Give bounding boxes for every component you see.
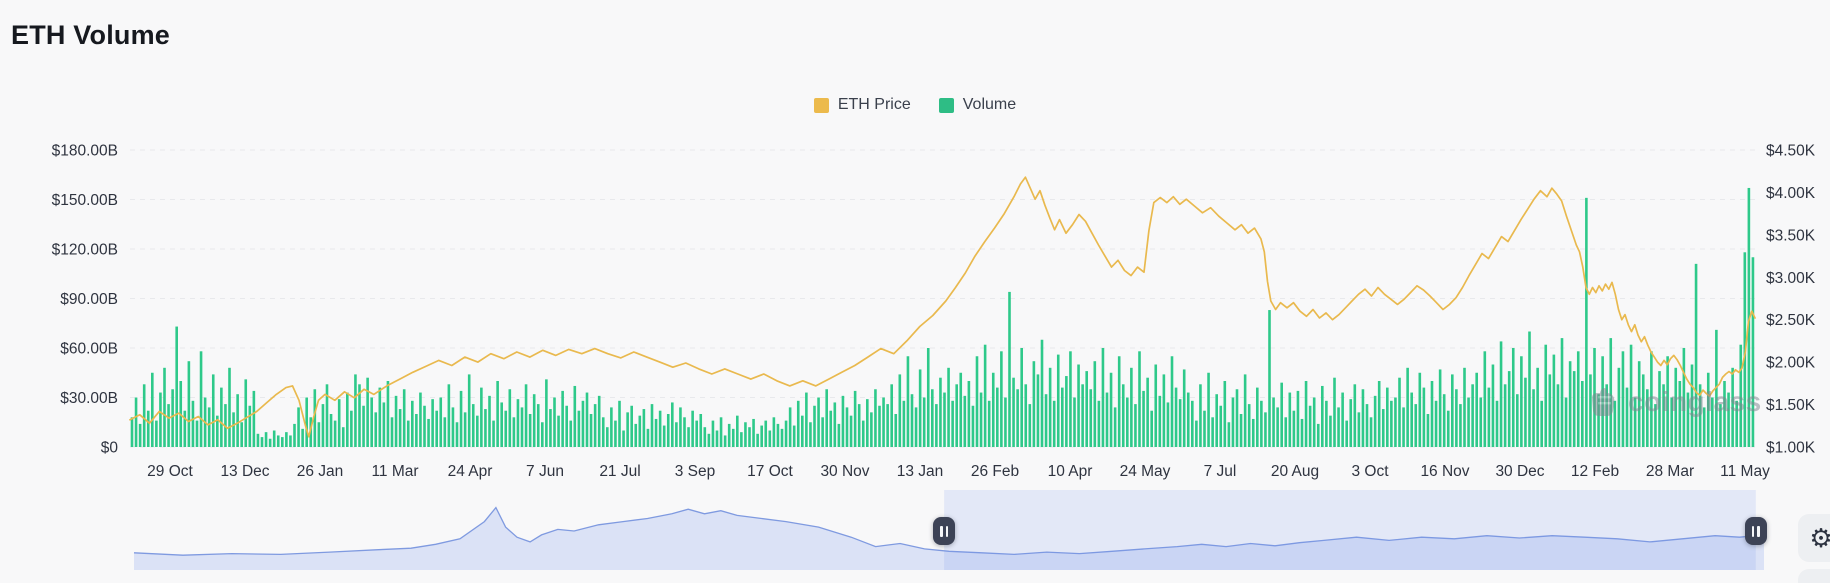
x-axis-tick: 24 Apr (448, 463, 493, 480)
x-axis-tick: 30 Nov (820, 463, 869, 480)
pause-icon (940, 525, 943, 537)
pause-icon (1757, 525, 1760, 537)
left-axis-tick: $60.00B (60, 341, 118, 358)
eth-price-line (129, 176, 1756, 438)
settings-button[interactable]: ⚙ (1798, 514, 1830, 562)
x-axis-tick: 11 Mar (371, 463, 418, 480)
left-axis-tick: $120.00B (52, 242, 118, 259)
chart-legend: ETH Price Volume (0, 96, 1830, 114)
navigator-left-handle[interactable] (933, 517, 956, 545)
navigator-right-handle[interactable] (1744, 517, 1767, 545)
right-axis-tick: $4.50K (1766, 143, 1816, 160)
right-axis-tick: $1.50K (1766, 397, 1816, 414)
x-axis-tick: 3 Oct (1351, 463, 1389, 480)
pause-icon (945, 525, 949, 537)
volume-swatch-icon (938, 97, 954, 113)
x-axis-tick: 12 Feb (1571, 463, 1619, 480)
x-axis-tick: 13 Jan (897, 463, 944, 480)
legend-item-eth-price[interactable]: ETH Price (813, 96, 911, 114)
x-axis-tick: 26 Feb (971, 463, 1019, 480)
x-axis-tick: 11 May (1720, 463, 1770, 480)
right-axis-tick: $2.00K (1766, 355, 1816, 372)
x-axis-tick: 26 Jan (297, 463, 344, 480)
left-axis-tick: $0 (101, 440, 119, 457)
right-axis-tick: $2.50K (1766, 312, 1816, 329)
right-axis-tick: $1.00K (1766, 440, 1816, 457)
x-axis-tick: 30 Dec (1495, 463, 1544, 480)
gear-icon: ⚙ (1809, 522, 1830, 553)
right-axis-tick: $4.00K (1766, 185, 1816, 202)
x-axis-tick: 24 May (1120, 463, 1171, 480)
x-axis-tick: 20 Aug (1271, 463, 1319, 480)
left-axis-tick: $90.00B (60, 291, 118, 308)
legend-label-eth-price: ETH Price (837, 96, 911, 113)
x-axis-tick: 7 Jun (526, 463, 564, 480)
x-axis-tick: 21 Jul (599, 463, 640, 480)
x-axis-tick: 17 Oct (747, 463, 793, 480)
navigator-selection[interactable] (944, 490, 1756, 570)
right-axis-tick: $3.50K (1766, 227, 1816, 244)
pause-icon (1751, 525, 1755, 537)
x-axis-tick: 29 Oct (147, 463, 193, 480)
right-axis-tick: $3.00K (1766, 270, 1816, 287)
navigator-area (134, 507, 1764, 570)
page-title: ETH Volume (11, 20, 171, 50)
left-axis-tick: $30.00B (60, 390, 118, 407)
gridlines (130, 149, 1755, 448)
legend-label-volume: Volume (962, 96, 1017, 113)
x-axis-tick: 16 Nov (1420, 463, 1469, 480)
volume-bars (130, 187, 1755, 447)
x-axis-tick: 28 Mar (1646, 463, 1694, 480)
x-axis-tick: 7 Jul (1204, 463, 1237, 480)
eth-price-swatch-icon (813, 97, 829, 113)
left-axis-tick: $150.00B (52, 192, 118, 209)
x-axis-tick: 10 Apr (1048, 463, 1093, 480)
legend-item-volume[interactable]: Volume (938, 96, 1017, 114)
x-axis-tick: 3 Sep (675, 463, 716, 480)
secondary-button-partial[interactable] (1798, 569, 1830, 583)
navigator-line (133, 506, 1765, 556)
x-axis-tick: 13 Dec (220, 463, 269, 480)
left-axis-tick: $180.00B (52, 143, 118, 160)
